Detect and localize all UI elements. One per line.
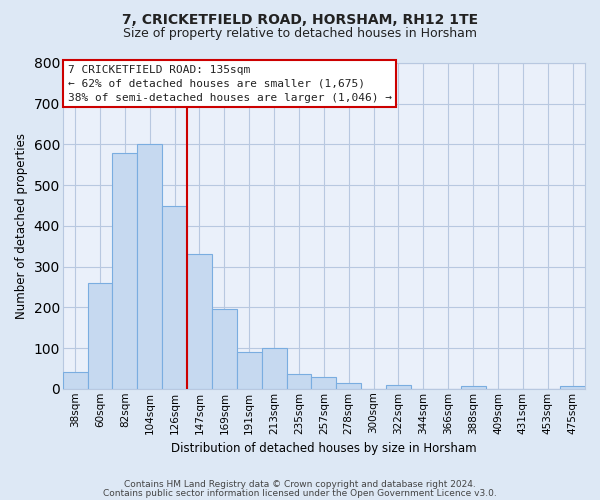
X-axis label: Distribution of detached houses by size in Horsham: Distribution of detached houses by size … <box>171 442 476 455</box>
Bar <box>287 374 311 389</box>
Bar <box>88 283 112 389</box>
Text: Contains public sector information licensed under the Open Government Licence v3: Contains public sector information licen… <box>103 488 497 498</box>
Bar <box>262 348 287 389</box>
Bar <box>386 384 411 389</box>
Y-axis label: Number of detached properties: Number of detached properties <box>15 133 28 319</box>
Bar <box>336 382 361 389</box>
Bar <box>461 386 485 389</box>
Bar <box>137 144 162 389</box>
Bar <box>560 386 585 389</box>
Bar <box>237 352 262 389</box>
Bar <box>112 152 137 389</box>
Text: Size of property relative to detached houses in Horsham: Size of property relative to detached ho… <box>123 28 477 40</box>
Bar <box>187 254 212 389</box>
Bar <box>311 376 336 389</box>
Bar <box>162 206 187 389</box>
Bar <box>63 372 88 389</box>
Text: 7, CRICKETFIELD ROAD, HORSHAM, RH12 1TE: 7, CRICKETFIELD ROAD, HORSHAM, RH12 1TE <box>122 12 478 26</box>
Text: 7 CRICKETFIELD ROAD: 135sqm
← 62% of detached houses are smaller (1,675)
38% of : 7 CRICKETFIELD ROAD: 135sqm ← 62% of det… <box>68 64 392 102</box>
Bar <box>212 310 237 389</box>
Text: Contains HM Land Registry data © Crown copyright and database right 2024.: Contains HM Land Registry data © Crown c… <box>124 480 476 489</box>
